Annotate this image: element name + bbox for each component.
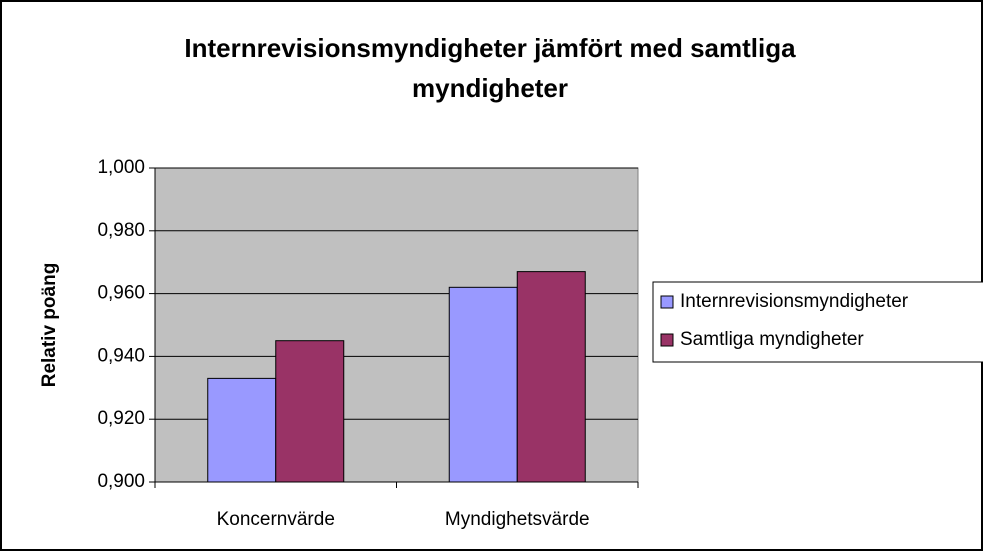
y-tick-label: 0,940 xyxy=(97,345,145,366)
x-tick-label: Myndighetsvärde xyxy=(445,509,590,530)
y-axis-label: Relativ poäng xyxy=(39,263,60,388)
legend-swatch xyxy=(660,333,674,347)
legend-swatch xyxy=(660,295,674,309)
bar xyxy=(516,271,586,483)
legend-label: Internrevisionsmyndigheter xyxy=(680,291,909,312)
x-tick-label: Koncernvärde xyxy=(217,509,335,530)
bar xyxy=(275,340,345,483)
y-tick-label: 0,920 xyxy=(97,408,145,429)
legend-label: Samtliga myndigheter xyxy=(680,329,864,350)
bar xyxy=(448,286,518,483)
bar xyxy=(207,377,277,483)
y-tick-label: 0,960 xyxy=(97,283,145,304)
y-tick-label: 1,000 xyxy=(97,157,145,178)
y-tick-label: 0,980 xyxy=(97,220,145,241)
chart-title: Internrevisionsmyndigheter jämfört med s… xyxy=(184,33,796,103)
y-tick-label: 0,900 xyxy=(97,471,145,492)
legend-box xyxy=(652,281,983,363)
